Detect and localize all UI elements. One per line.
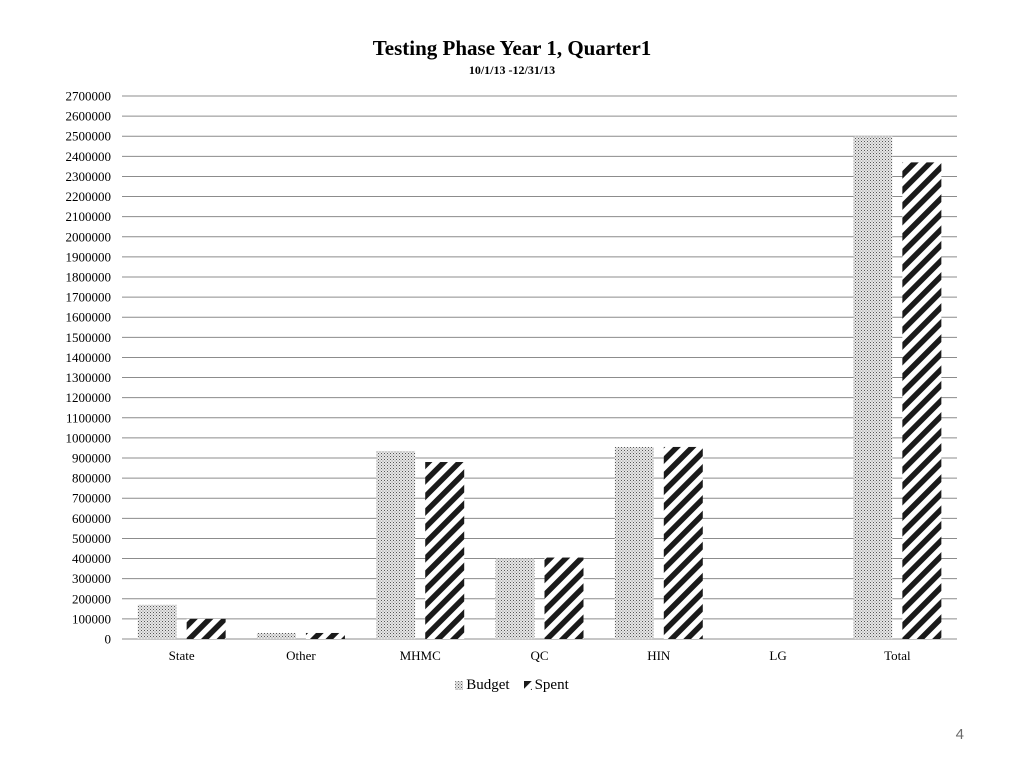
- y-tick-label: 2000000: [66, 229, 112, 244]
- y-tick-label: 200000: [72, 591, 111, 606]
- y-tick-label: 1400000: [66, 350, 112, 365]
- page-number: 4: [955, 726, 964, 743]
- bar-spent-other: [305, 632, 345, 639]
- y-tick-label: 400000: [72, 551, 111, 566]
- bar-spent-hin: [663, 446, 703, 639]
- y-tick-label: 900000: [72, 451, 111, 466]
- y-tick-label: 1900000: [66, 249, 112, 264]
- bar-spent-qc: [544, 557, 584, 639]
- y-tick-label: 1500000: [66, 330, 112, 345]
- bar-budget-qc: [495, 558, 535, 639]
- x-tick-label: MHMC: [400, 648, 441, 663]
- x-tick-label: QC: [530, 648, 548, 663]
- y-tick-label: 2300000: [66, 169, 112, 184]
- y-tick-label: 0: [105, 632, 112, 647]
- budget-swatch-icon: [455, 681, 464, 690]
- y-tick-label: 1700000: [66, 290, 112, 305]
- y-tick-label: 2600000: [66, 109, 112, 124]
- x-axis-tick-labels: State Other MHMC QC HIN LG Total: [169, 648, 911, 663]
- bar-spent-total: [902, 162, 942, 639]
- x-tick-label: Other: [286, 648, 316, 663]
- chart-title: Testing Phase Year 1, Quarter1: [372, 36, 652, 60]
- y-tick-label: 1200000: [66, 390, 112, 405]
- x-tick-label: Total: [884, 648, 911, 663]
- y-tick-label: 600000: [72, 511, 111, 526]
- legend-item-budget: Budget: [455, 677, 510, 694]
- y-tick-label: 700000: [72, 491, 111, 506]
- y-tick-label: 1600000: [66, 310, 112, 325]
- x-tick-label: HIN: [647, 648, 671, 663]
- y-axis-tick-labels: 0 100000 200000 300000 400000 500000 600000 700…: [66, 89, 112, 647]
- bar-budget-total: [853, 136, 893, 639]
- y-tick-label: 300000: [72, 571, 111, 586]
- legend-label-budget: Budget: [466, 677, 510, 693]
- chart-subtitle: 10/1/13 -12/31/13: [468, 63, 556, 77]
- y-tick-label: 1100000: [66, 410, 111, 425]
- y-tick-label: 2400000: [66, 149, 112, 164]
- y-tick-label: 2500000: [66, 129, 112, 144]
- y-tick-label: 1300000: [66, 370, 112, 385]
- bar-spent-state: [186, 618, 226, 639]
- legend-item-spent: Spent: [523, 677, 569, 694]
- y-tick-label: 1000000: [66, 430, 112, 445]
- legend-label-spent: Spent: [534, 677, 569, 693]
- x-tick-label: State: [169, 648, 195, 663]
- x-tick-label: LG: [769, 648, 786, 663]
- y-tick-label: 2100000: [66, 209, 112, 224]
- y-tick-label: 1800000: [66, 270, 112, 285]
- bars: [137, 136, 942, 639]
- bar-budget-state: [137, 604, 177, 639]
- gridlines: [122, 95, 957, 640]
- y-tick-label: 2700000: [66, 89, 112, 104]
- legend: Budget Spent: [0, 677, 1024, 694]
- y-tick-label: 100000: [72, 611, 111, 626]
- bar-spent-mhmc: [425, 462, 465, 639]
- y-tick-label: 500000: [72, 531, 111, 546]
- bar-budget-mhmc: [376, 450, 416, 639]
- bar-budget-hin: [614, 446, 654, 639]
- y-tick-label: 2200000: [66, 189, 112, 204]
- spent-swatch-icon: [523, 681, 532, 690]
- y-tick-label: 800000: [72, 471, 111, 486]
- bar-budget-other: [256, 632, 296, 639]
